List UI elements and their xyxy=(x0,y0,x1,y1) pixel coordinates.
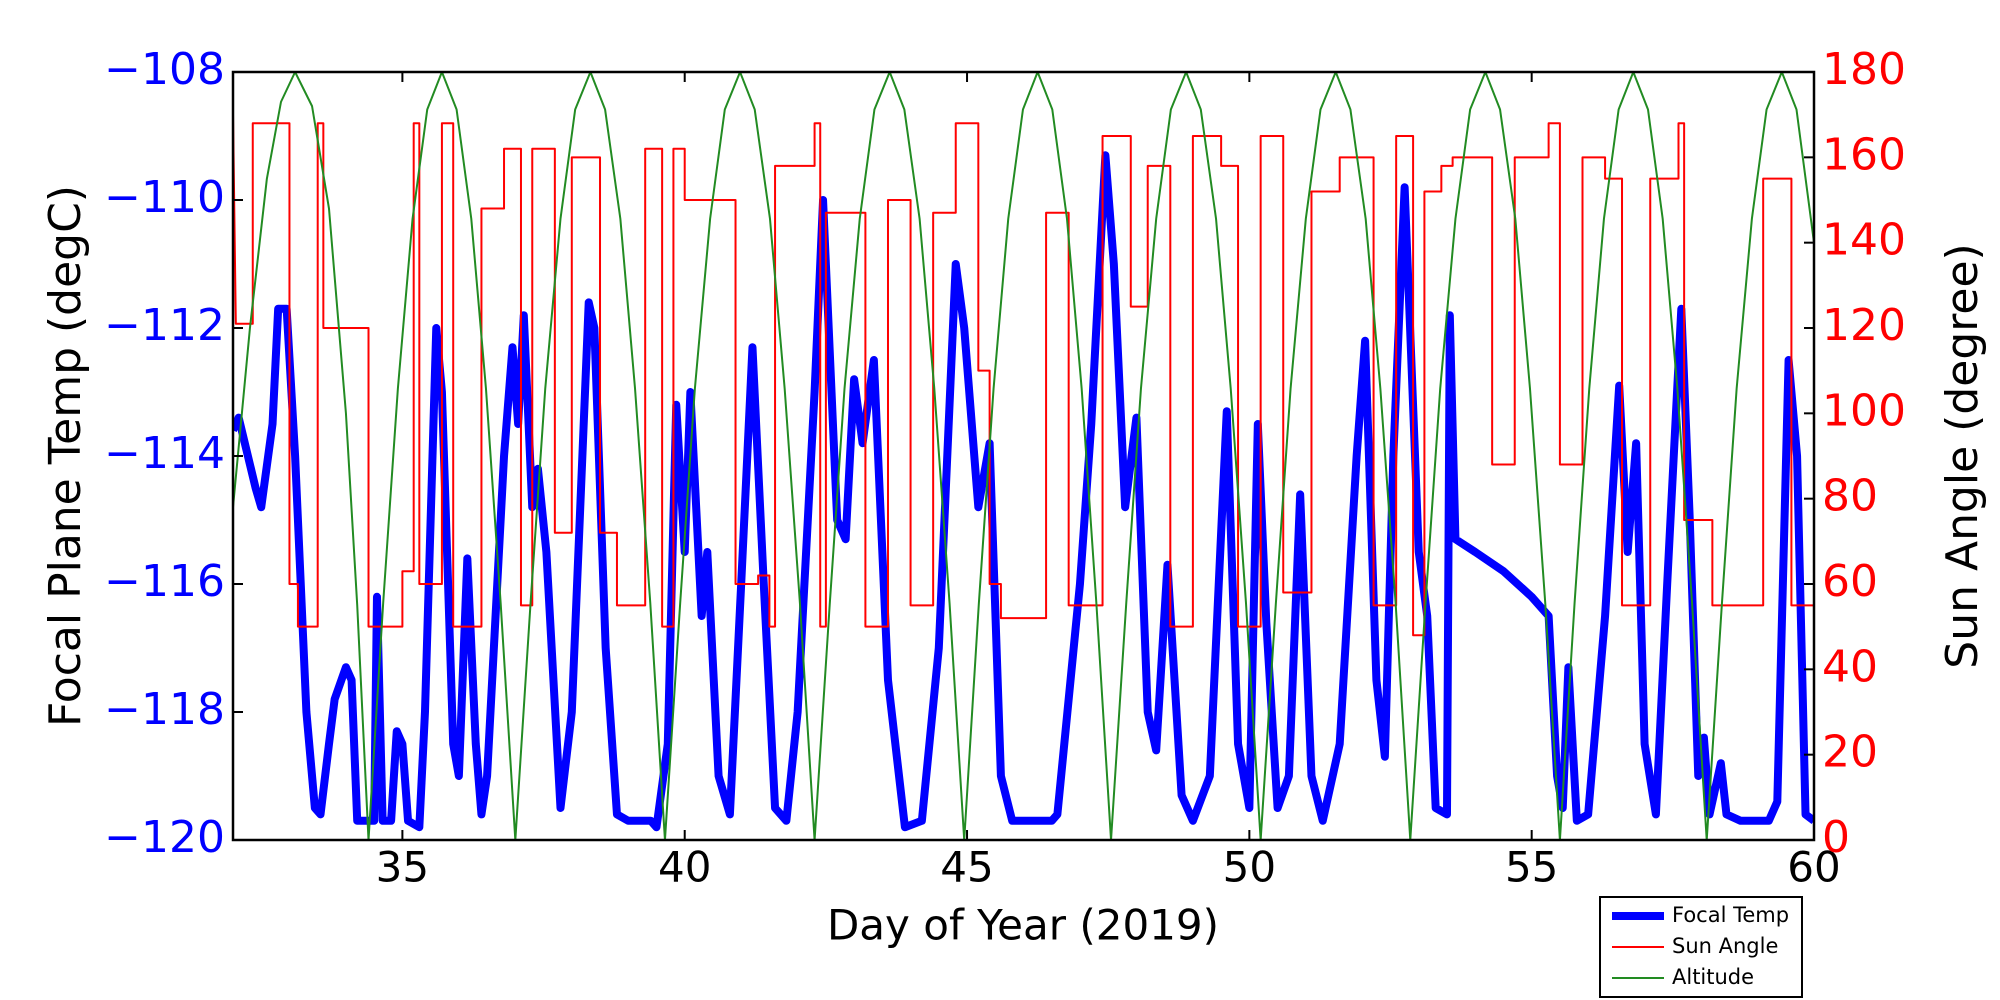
series-line xyxy=(233,114,1814,637)
legend-label: Focal Temp xyxy=(1672,903,1789,927)
legend-label: Sun Angle xyxy=(1672,934,1778,958)
x-tick-label: 35 xyxy=(376,843,429,892)
y2-tick-label: 160 xyxy=(1822,129,1906,180)
plot-area xyxy=(233,72,1814,840)
x-axis-label: Day of Year (2019) xyxy=(827,901,1219,950)
y2-tick-label: 120 xyxy=(1822,300,1906,351)
x-tick-label: 60 xyxy=(1787,843,1840,892)
y-tick-label: −114 xyxy=(104,428,225,479)
x-tick-label: 40 xyxy=(658,843,711,892)
y2-tick-label: 100 xyxy=(1822,385,1906,436)
y-axis-label: Focal Plane Temp (degC) xyxy=(40,185,91,727)
y-tick-label: −110 xyxy=(104,172,225,223)
y2-tick-label: 20 xyxy=(1822,727,1878,778)
y-tick-label: −118 xyxy=(104,684,225,735)
y2-axis-label: Sun Angle (degree) xyxy=(1937,243,1988,668)
legend-label: Altitude xyxy=(1672,965,1754,989)
y-tick-label: −112 xyxy=(104,300,225,351)
x-tick-label: 55 xyxy=(1505,843,1558,892)
y-tick-label: −108 xyxy=(104,44,225,95)
y2-tick-label: 80 xyxy=(1822,471,1878,522)
y-tick-label: −116 xyxy=(104,556,225,607)
y2-tick-label: 180 xyxy=(1822,44,1906,95)
y-tick-label: −120 xyxy=(104,812,225,863)
x-tick-label: 50 xyxy=(1223,843,1276,892)
y2-tick-label: 60 xyxy=(1822,556,1878,607)
y2-tick-label: 0 xyxy=(1822,812,1850,863)
y2-tick-label: 40 xyxy=(1822,641,1878,692)
series-line xyxy=(233,151,1814,832)
y2-tick-label: 140 xyxy=(1822,215,1906,266)
x-tick-label: 45 xyxy=(940,843,993,892)
series-line xyxy=(233,72,1814,840)
